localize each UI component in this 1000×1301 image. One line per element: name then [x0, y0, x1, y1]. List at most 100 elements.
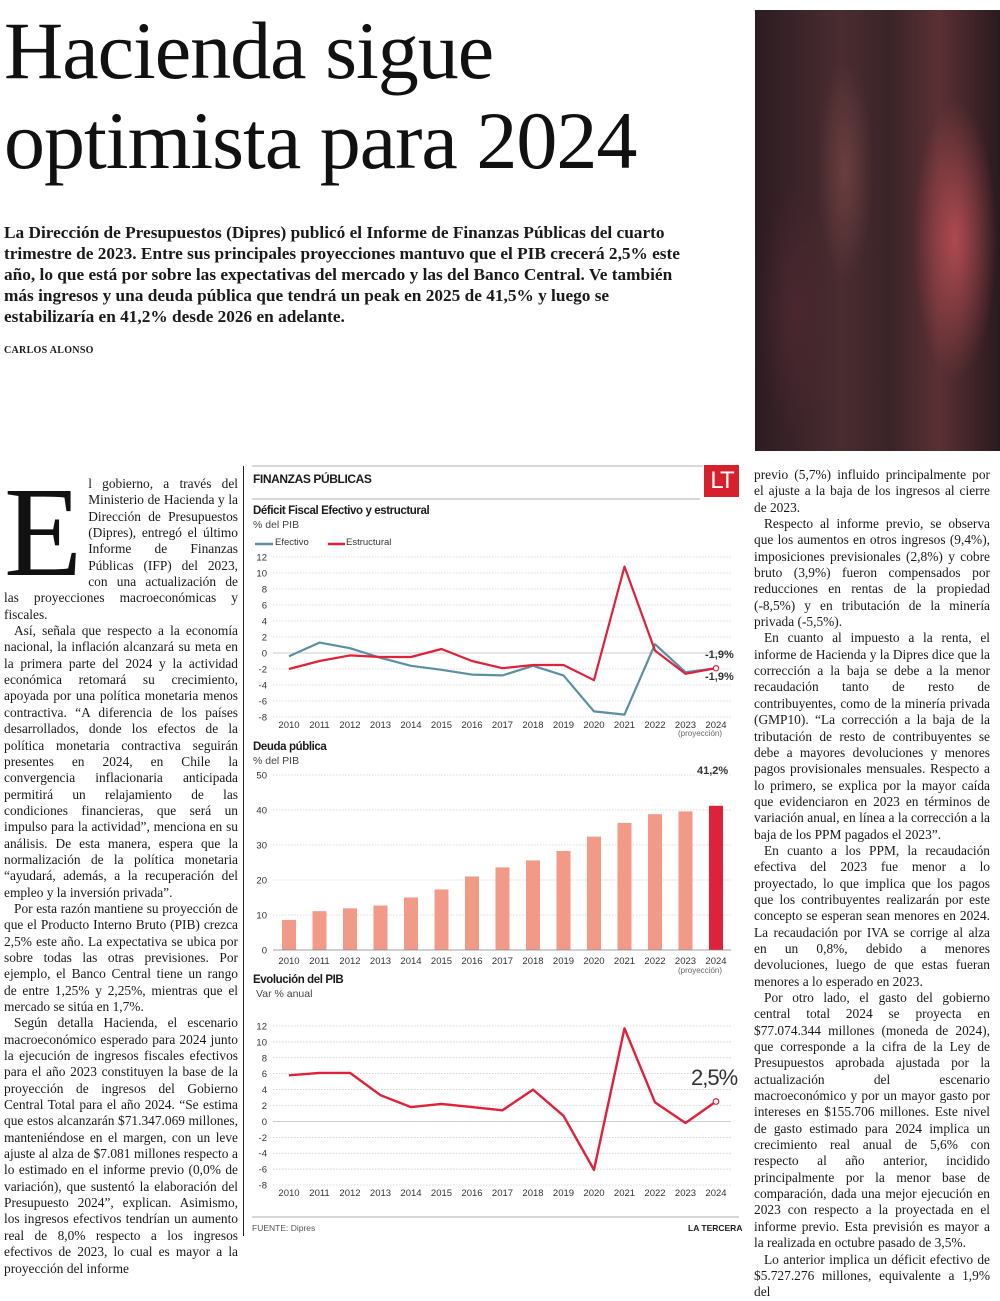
article-photo	[755, 10, 1000, 451]
chart3-x-tick-label: 2019	[553, 1188, 574, 1199]
chart1-projection-note: (proyección)	[678, 729, 723, 738]
headline: Hacienda sigue optimista para 2024	[4, 5, 637, 186]
chart3-subtitle: Var % anual	[256, 988, 313, 1000]
chart2-subtitle: % del PIB	[253, 755, 300, 767]
chart1-x-tick-label: 2019	[553, 720, 574, 731]
chart1-y-tick-label: -6	[259, 697, 267, 708]
chart1-series-efectivo	[288, 641, 717, 716]
paragraph: Así, señala que respecto a la economía n…	[4, 623, 238, 900]
chart2-bar-2024	[709, 805, 723, 950]
chart3-x-tick-label: 2016	[461, 1188, 482, 1199]
chart3-x-tick-label: 2011	[309, 1188, 329, 1199]
chart2-x-tick-label: 2020	[583, 956, 604, 967]
chart1-title: Déficit Fiscal Efectivo y estructural	[253, 505, 430, 517]
paragraph: Respecto al informe previo, se observa q…	[754, 516, 990, 630]
chart1-subtitle: % del PIB	[253, 519, 300, 531]
chart1-y-tick-label: 8	[262, 585, 267, 596]
chart1-y-tick-label: 6	[262, 601, 267, 612]
chart2-bar-2014	[404, 897, 418, 950]
source-note: FUENTE: Dipres	[252, 1223, 316, 1233]
chart1-x-tick-label: 2017	[492, 720, 513, 731]
chart3-y-tick-label: -2	[259, 1133, 267, 1144]
chart1-y-tick-label: 4	[262, 617, 267, 628]
la-tercera-logo: LT	[704, 465, 739, 497]
legend-efectivo: Efectivo	[275, 537, 309, 548]
chart3-x-tick-label: 2010	[278, 1188, 299, 1199]
chart3-x-tick-label: 2018	[522, 1188, 543, 1199]
body-column-1: E l gobierno, a través del Ministerio de…	[4, 468, 238, 1277]
chart2-projection-note: (proyección)	[678, 966, 723, 975]
paragraph: En cuanto a los PPM, la recaudación efec…	[754, 842, 990, 989]
section-title: FINANZAS PÚBLICAS	[253, 472, 372, 486]
chart2-x-tick-label: 2016	[461, 956, 482, 967]
chart2-x-tick-label: 2021	[614, 956, 635, 967]
chart2-bar-2012	[343, 908, 357, 950]
chart3-y-tick-label: 10	[256, 1037, 267, 1048]
chart2-y-tick-label: 10	[256, 911, 267, 922]
chart2-bar-2019	[556, 850, 571, 950]
chart2-x-tick-label: 2015	[431, 956, 452, 967]
chart1-x-tick-label: 2012	[339, 720, 360, 731]
annotation-debt-2024: 41,2%	[697, 765, 729, 777]
chart2-bar-2018	[526, 860, 540, 950]
publisher-credit: LA TERCERA	[688, 1223, 743, 1233]
chart2-x-tick-label: 2024	[705, 956, 726, 967]
chart3-x-tick-label: 2023	[675, 1188, 696, 1199]
chart1-x-tick-label: 2014	[400, 720, 421, 731]
chart1-x-tick-label: 2016	[461, 720, 482, 731]
annotation-efectivo-2024: -1,9%	[705, 649, 734, 661]
chart2-x-tick-label: 2019	[553, 956, 574, 967]
chart3-x-tick-label: 2024	[705, 1188, 726, 1199]
legend-estructural: Estructural	[346, 537, 392, 548]
chart1-y-tick-label: -4	[259, 681, 267, 692]
chart1-x-tick-label: 2013	[370, 720, 391, 731]
chart1-endpoint-marker	[712, 664, 720, 672]
chart2-x-tick-label: 2011	[309, 956, 329, 967]
chart2-title: Deuda pública	[253, 741, 327, 753]
chart1-series-estructural	[288, 565, 717, 682]
chart3-x-tick-label: 2017	[492, 1188, 513, 1199]
chart1-y-tick-label: -2	[259, 665, 267, 676]
paragraph: Lo anterior implica un déficit efectivo …	[754, 1251, 990, 1300]
chart2-bar-2011	[312, 911, 327, 950]
chart3-y-tick-label: -8	[259, 1181, 267, 1192]
chart3-y-tick-label: -4	[259, 1149, 267, 1160]
paragraph: Según detalla Hacienda, el escenario mac…	[4, 1015, 238, 1276]
chart2-bar-2013	[373, 905, 388, 950]
chart2-bar-2021	[617, 822, 632, 950]
chart2-x-tick-label: 2012	[339, 956, 360, 967]
chart2-bar-2020	[587, 836, 601, 950]
chart2-x-tick-label: 2022	[644, 956, 665, 967]
annotation-estructural-2024: -1,9%	[705, 671, 734, 683]
chart1-x-tick-label: 2011	[309, 720, 329, 731]
chart2-bar-2016	[465, 876, 479, 950]
chart3-y-tick-label: 4	[262, 1085, 267, 1096]
chart2-x-tick-label: 2023	[675, 956, 696, 967]
chart2-y-tick-label: 50	[256, 771, 267, 782]
paragraph: l gobierno, a través del Ministerio de H…	[4, 476, 238, 622]
paragraph: Por otro lado, el gasto del gobierno cen…	[754, 990, 990, 1251]
chart2-bar-2022	[648, 814, 662, 950]
chart1-y-tick-label: 0	[262, 649, 267, 660]
chart3-title: Evolución del PIB	[253, 974, 344, 986]
chart1-x-tick-label: 2024	[705, 720, 726, 731]
chart3-series-pib	[288, 1027, 717, 1172]
chart3-y-tick-label: 6	[262, 1069, 267, 1080]
chart1-x-tick-label: 2023	[675, 720, 696, 731]
chart1-y-tick-label: 12	[256, 553, 267, 564]
chart2-y-tick-label: 20	[256, 876, 267, 887]
chart3-y-tick-label: -6	[259, 1165, 267, 1176]
chart3-x-tick-label: 2013	[370, 1188, 391, 1199]
column-divider	[243, 466, 244, 1236]
chart3-x-tick-label: 2021	[614, 1188, 635, 1199]
chart1-x-tick-label: 2015	[431, 720, 452, 731]
chart3-x-tick-label: 2022	[644, 1188, 665, 1199]
chart3-y-tick-label: 12	[256, 1022, 267, 1033]
chart3-x-tick-label: 2015	[431, 1188, 452, 1199]
paragraph: Por esta razón mantiene su proyección de…	[4, 900, 238, 1014]
chart1-y-tick-label: 10	[256, 569, 267, 580]
byline: CARLOS ALONSO	[4, 345, 94, 356]
paragraph: En cuanto al impuesto a la renta, el inf…	[754, 630, 990, 842]
infographic: 12 10 8 6 4 2 0 -2 -4 -6 -8 2010 2011 2012 2013 2014 201…	[248, 465, 743, 1240]
chart1-x-tick-label: 2022	[644, 720, 665, 731]
